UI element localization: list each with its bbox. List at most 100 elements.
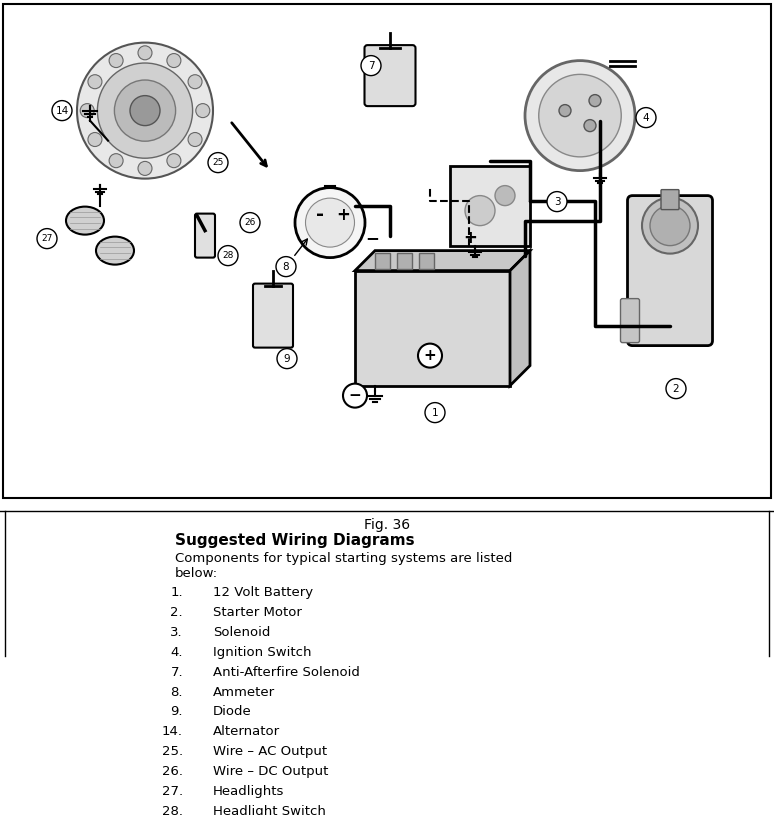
Circle shape	[167, 54, 181, 68]
Text: 26.: 26.	[162, 765, 183, 778]
Text: Anti-Afterfire Solenoid: Anti-Afterfire Solenoid	[213, 666, 360, 679]
Circle shape	[306, 198, 354, 247]
Circle shape	[130, 95, 160, 126]
Circle shape	[109, 54, 123, 68]
Text: 27.: 27.	[162, 785, 183, 798]
Circle shape	[77, 42, 213, 178]
Circle shape	[188, 133, 202, 147]
Circle shape	[98, 63, 193, 158]
Circle shape	[425, 403, 445, 423]
Text: Ammeter: Ammeter	[213, 685, 275, 698]
Circle shape	[88, 75, 102, 89]
Text: 2: 2	[673, 384, 680, 394]
FancyBboxPatch shape	[628, 196, 713, 346]
Text: 9: 9	[284, 354, 290, 363]
Circle shape	[88, 133, 102, 147]
Text: 9.: 9.	[170, 706, 183, 719]
Circle shape	[276, 257, 296, 276]
Circle shape	[650, 205, 690, 245]
Circle shape	[361, 55, 381, 76]
Circle shape	[539, 74, 622, 156]
Text: 7: 7	[368, 60, 375, 71]
Text: 25: 25	[212, 158, 224, 167]
Circle shape	[547, 192, 567, 212]
Circle shape	[636, 108, 656, 128]
Circle shape	[495, 186, 515, 205]
FancyBboxPatch shape	[195, 214, 215, 258]
Text: 1: 1	[432, 408, 438, 417]
Circle shape	[418, 344, 442, 368]
Text: 12 Volt Battery: 12 Volt Battery	[213, 586, 313, 599]
Circle shape	[138, 46, 152, 59]
Circle shape	[589, 95, 601, 107]
Circle shape	[525, 60, 635, 170]
FancyBboxPatch shape	[621, 298, 639, 342]
Bar	[450, 165, 530, 245]
Text: +: +	[464, 229, 478, 247]
Bar	[397, 253, 412, 269]
Circle shape	[37, 229, 57, 249]
Circle shape	[80, 104, 94, 117]
Text: 3: 3	[553, 196, 560, 207]
Text: 8.: 8.	[170, 685, 183, 698]
Circle shape	[584, 120, 596, 131]
Text: 1.: 1.	[170, 586, 183, 599]
FancyBboxPatch shape	[661, 190, 679, 209]
Circle shape	[115, 80, 176, 141]
Text: 14.: 14.	[162, 725, 183, 738]
Ellipse shape	[96, 236, 134, 265]
FancyBboxPatch shape	[253, 284, 293, 348]
Text: 8: 8	[283, 262, 289, 271]
Text: 7.: 7.	[170, 666, 183, 679]
Text: Fig. 36: Fig. 36	[364, 518, 410, 532]
Text: Headlight Switch: Headlight Switch	[213, 805, 326, 815]
Text: Components for typical starting systems are listed
below:: Components for typical starting systems …	[175, 552, 512, 580]
Text: Solenoid: Solenoid	[213, 626, 270, 639]
FancyBboxPatch shape	[365, 45, 416, 106]
Circle shape	[167, 154, 181, 168]
Text: 4.: 4.	[170, 645, 183, 659]
Text: 4: 4	[642, 112, 649, 122]
Polygon shape	[355, 250, 530, 271]
Circle shape	[208, 152, 228, 173]
Circle shape	[218, 245, 238, 266]
Text: Starter Motor: Starter Motor	[213, 606, 302, 619]
Text: 28.: 28.	[162, 805, 183, 815]
Bar	[419, 253, 434, 269]
Circle shape	[559, 104, 571, 117]
Circle shape	[343, 384, 367, 408]
Text: −: −	[348, 388, 361, 403]
Bar	[375, 253, 390, 269]
Circle shape	[240, 213, 260, 232]
Text: +: +	[423, 348, 437, 363]
Circle shape	[277, 349, 297, 368]
Circle shape	[188, 75, 202, 89]
Circle shape	[666, 379, 686, 399]
Text: 2.: 2.	[170, 606, 183, 619]
Circle shape	[109, 154, 123, 168]
Circle shape	[196, 104, 210, 117]
Circle shape	[52, 100, 72, 121]
Circle shape	[295, 187, 365, 258]
Text: -: -	[316, 205, 324, 223]
Text: 14: 14	[56, 106, 69, 116]
Text: Alternator: Alternator	[213, 725, 280, 738]
Ellipse shape	[66, 207, 104, 235]
Polygon shape	[355, 271, 510, 385]
Circle shape	[642, 197, 698, 253]
Circle shape	[465, 196, 495, 226]
Circle shape	[138, 161, 152, 175]
Text: Suggested Wiring Diagrams: Suggested Wiring Diagrams	[175, 533, 415, 548]
Text: +: +	[336, 205, 350, 223]
Text: Ignition Switch: Ignition Switch	[213, 645, 311, 659]
Polygon shape	[510, 250, 530, 385]
Text: 3.: 3.	[170, 626, 183, 639]
Text: 26: 26	[245, 218, 255, 227]
Text: Wire – DC Output: Wire – DC Output	[213, 765, 328, 778]
Text: Headlights: Headlights	[213, 785, 284, 798]
Text: 27: 27	[41, 234, 53, 243]
Text: Diode: Diode	[213, 706, 252, 719]
Text: Wire – AC Output: Wire – AC Output	[213, 745, 327, 758]
Text: 25.: 25.	[162, 745, 183, 758]
Text: −: −	[365, 229, 379, 247]
